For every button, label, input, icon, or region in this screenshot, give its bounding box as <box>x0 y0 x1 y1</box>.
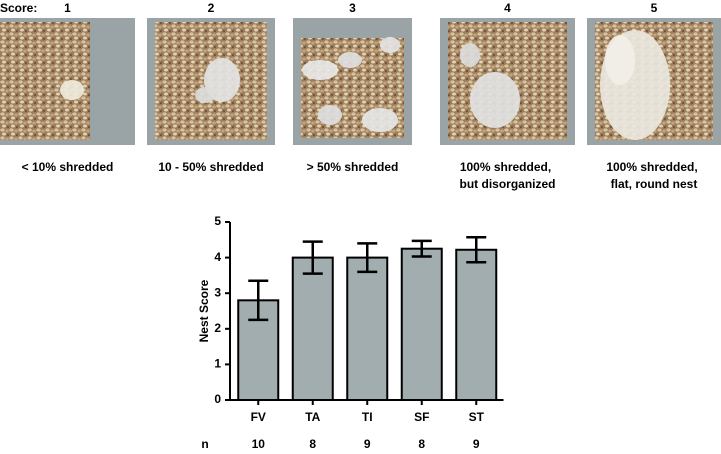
nestlet-material <box>460 43 480 67</box>
bar <box>291 256 334 401</box>
score-caption: < 10% shredded <box>22 160 114 174</box>
y-tick-label: 1 <box>214 357 221 371</box>
nestlet-material <box>362 108 398 132</box>
score-caption: 100% shredded, <box>460 160 551 174</box>
nestlet-material <box>605 35 635 85</box>
error-bar <box>411 239 432 258</box>
score-label: 4 <box>504 1 511 15</box>
y-axis-title: Nest Score <box>197 279 211 342</box>
bar <box>455 248 498 401</box>
score-caption: 100% shredded, <box>606 160 697 174</box>
y-tick-label: 2 <box>214 321 221 335</box>
n-value: 8 <box>418 437 425 451</box>
x-tick-label: TA <box>305 410 320 424</box>
nestlet-material <box>470 72 520 128</box>
y-tick-label: 4 <box>214 250 221 264</box>
nestlet-material <box>338 52 362 68</box>
n-value: 9 <box>364 437 371 451</box>
score-caption: > 50% shredded <box>307 160 399 174</box>
x-tick-label: ST <box>469 410 485 424</box>
score-label: 2 <box>208 1 215 15</box>
bar <box>400 247 443 401</box>
n-label: n <box>201 437 208 451</box>
y-tick-label: 0 <box>214 392 221 406</box>
nestlet-material <box>60 80 84 100</box>
nest-photo <box>0 18 135 145</box>
nest-photo <box>147 18 275 145</box>
nest-photo <box>293 18 412 145</box>
x-tick-label: TI <box>362 410 373 424</box>
nestlet-material <box>318 105 342 125</box>
bar <box>346 256 389 401</box>
nest-photo <box>587 18 721 145</box>
error-bar <box>466 236 487 264</box>
x-tick-label: FV <box>251 410 266 424</box>
score-label: 3 <box>349 1 356 15</box>
error-bar <box>248 279 269 322</box>
nestlet-material <box>195 87 215 103</box>
nest-photo <box>440 18 575 145</box>
score-header: Score: <box>0 1 37 15</box>
score-label: 1 <box>64 1 71 15</box>
y-tick-label: 5 <box>214 214 221 228</box>
n-value: 9 <box>473 437 480 451</box>
score-caption: flat, round nest <box>611 177 698 191</box>
y-tick-label: 3 <box>214 285 221 299</box>
x-tick-label: SF <box>414 410 429 424</box>
score-caption: 10 - 50% shredded <box>158 160 263 174</box>
n-value: 10 <box>252 437 266 451</box>
score-caption: but disorganized <box>460 177 556 191</box>
error-bar <box>357 242 378 274</box>
nestlet-material <box>302 60 338 80</box>
score-label: 5 <box>651 1 658 15</box>
n-value: 8 <box>309 437 316 451</box>
nestlet-material <box>380 37 400 53</box>
error-bar <box>302 240 323 275</box>
